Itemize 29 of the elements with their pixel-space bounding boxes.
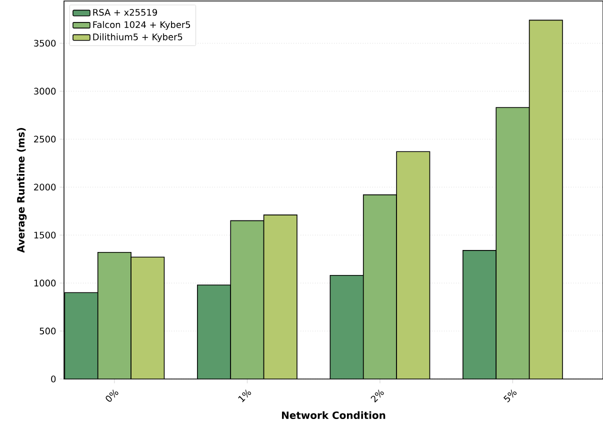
y-tick-label: 3500 xyxy=(34,40,56,47)
bar xyxy=(496,107,530,379)
y-tick-label: 0 xyxy=(51,376,56,382)
legend-label: Falcon 1024 + Kyber5 xyxy=(93,21,190,30)
y-tick-label: 1000 xyxy=(34,280,56,286)
bar xyxy=(197,284,232,379)
bar xyxy=(230,220,264,379)
y-tick-label: 3000 xyxy=(34,88,56,95)
y-tick-label: 2500 xyxy=(34,136,56,143)
legend-label: RSA + x25519 xyxy=(93,8,158,16)
bar xyxy=(362,194,397,379)
bar xyxy=(131,257,164,379)
y-axis-title: Average Runtime (ms) xyxy=(16,128,27,253)
x-axis-title: Network Condition xyxy=(282,411,386,420)
bar xyxy=(528,20,563,379)
legend-label: Dilithium5 + Kyber5 xyxy=(93,33,182,42)
bar xyxy=(98,252,132,379)
x-tick-label: 2% xyxy=(370,390,384,403)
x-tick-label: 5% xyxy=(503,390,517,402)
y-tick-label: 500 xyxy=(40,328,56,334)
bar xyxy=(462,250,497,379)
x-tick-label: 1% xyxy=(238,390,252,402)
bar xyxy=(330,274,364,379)
bar xyxy=(263,214,298,379)
y-tick-label: 2000 xyxy=(34,184,56,191)
x-tick-label: 0% xyxy=(106,390,118,402)
bar xyxy=(396,151,430,379)
bar xyxy=(64,292,98,379)
y-tick-label: 1500 xyxy=(34,232,56,238)
